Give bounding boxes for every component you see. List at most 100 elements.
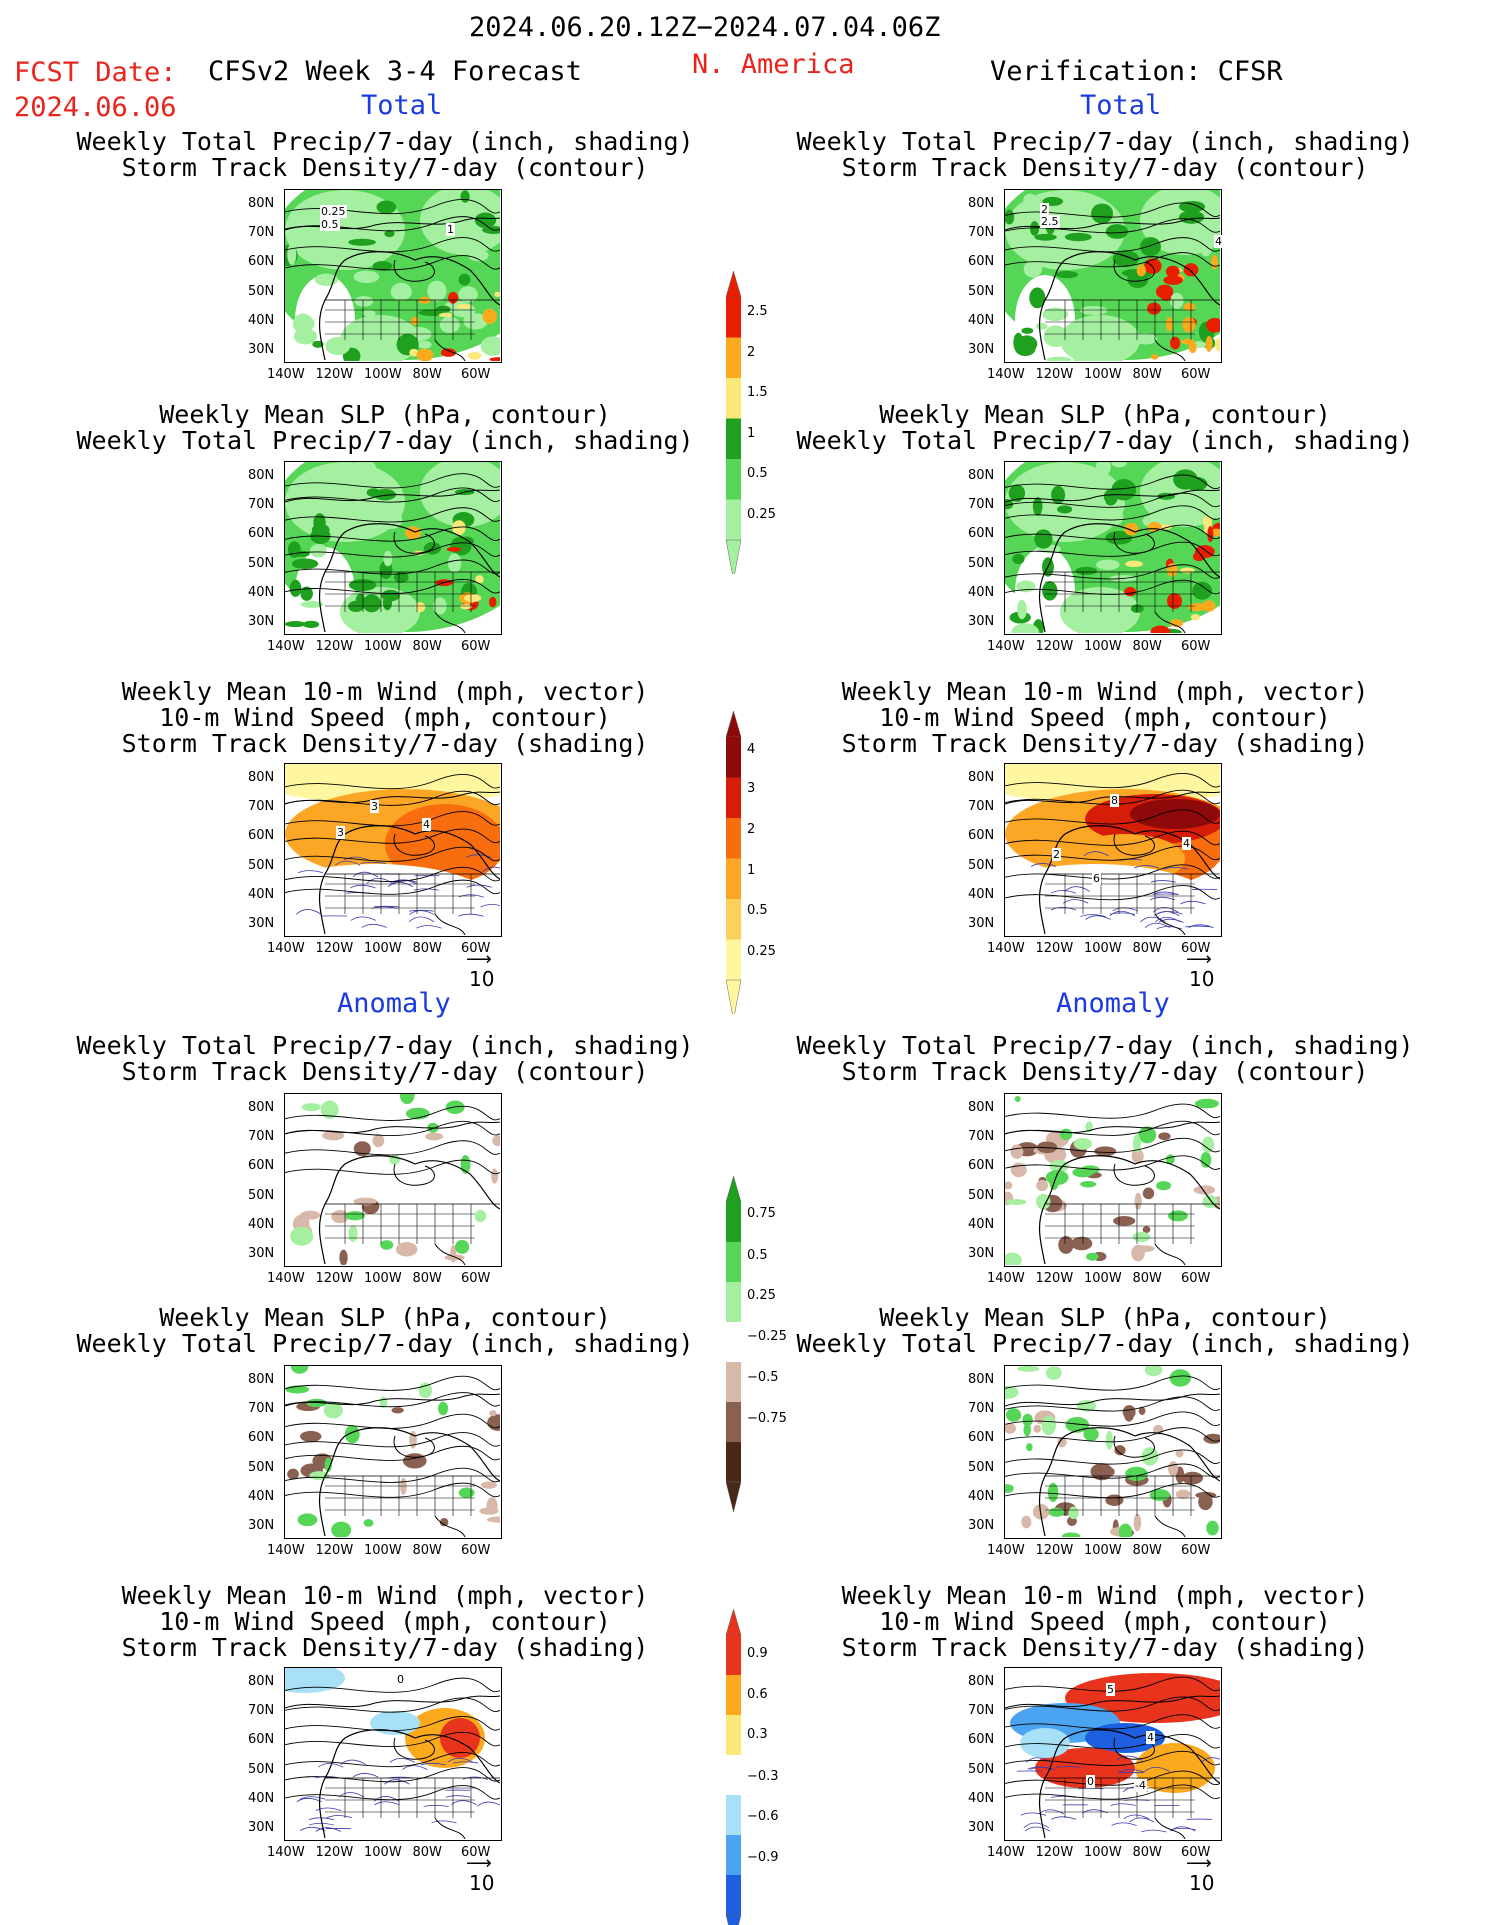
- precip-anom-colorbar-segment-3: [726, 1282, 741, 1322]
- lat-tick-l-4-5: 40N: [248, 1216, 275, 1232]
- lon-tick-r-4-1: 140W: [987, 1271, 1025, 1286]
- lat-tick-r-5-5: 40N: [968, 1488, 995, 1504]
- lat-tick-r-6-6: 30N: [968, 1820, 995, 1835]
- map-panel-right-3: [1004, 763, 1222, 937]
- precip-total-colorbar-label-3: 1.5: [747, 385, 768, 400]
- lat-tick-r-6-3: 60N: [968, 1732, 995, 1748]
- storm-anom-colorbar-label-6: −0.9: [747, 1850, 779, 1865]
- lon-tick-l-6-2: 120W: [315, 1845, 354, 1860]
- panel-title-left-6-line-1: Weekly Mean 10-m Wind (mph, vector): [121, 1581, 649, 1610]
- fcst-date-label: FCST Date:: [14, 57, 177, 88]
- panel-title-right-3-line-2: 10-m Wind Speed (mph, contour): [879, 703, 1331, 732]
- panel-title-right-4-line-1: Weekly Total Precip/7-day (inch, shading…: [796, 1031, 1414, 1060]
- lon-tick-r-3-4: 80W: [1132, 941, 1162, 956]
- lat-tick-l-2-4: 50N: [248, 555, 275, 571]
- panel-title-right-1-line-2: Storm Track Density/7-day (contour): [841, 153, 1369, 182]
- lat-tick-r-2-2: 70N: [968, 497, 995, 513]
- lat-tick-l-6-6: 30N: [248, 1820, 275, 1835]
- contour-label-lt_3-2: 3: [336, 826, 345, 839]
- map-canvas: [1005, 1095, 1220, 1265]
- lon-tick-r-3-2: 120W: [1035, 941, 1074, 956]
- map-canvas: [1005, 462, 1220, 633]
- lat-tick-l-1-5: 40N: [248, 312, 275, 328]
- storm-anom-colorbar-label-5: −0.6: [747, 1809, 779, 1824]
- panel-title-left-1-line-1: Weekly Total Precip/7-day (inch, shading…: [76, 127, 694, 156]
- lon-tick-r-1-5: 60W: [1181, 367, 1211, 382]
- lat-tick-l-2-3: 60N: [248, 526, 275, 542]
- lon-tick-r-6-2: 120W: [1035, 1845, 1074, 1860]
- precip-total-colorbar-label-6: 0.25: [747, 507, 776, 522]
- lat-tick-r-3-5: 40N: [968, 886, 995, 902]
- lon-tick-r-6-5: 60W: [1181, 1845, 1211, 1860]
- lat-tick-r-6-1: 80N: [968, 1674, 995, 1689]
- storm-anom-colorbar-label-2: 0.6: [747, 1687, 768, 1702]
- contour-label-lt_1-2: 0.5: [320, 218, 340, 231]
- lat-tick-l-6-3: 60N: [248, 1732, 275, 1748]
- lat-tick-l-6-2: 70N: [248, 1703, 275, 1719]
- lon-tick-r-2-4: 80W: [1132, 639, 1162, 654]
- lat-tick-r-1-4: 50N: [968, 283, 995, 299]
- lon-tick-l-2-1: 140W: [267, 639, 305, 654]
- storm-total-colorbar-segment-3: [726, 818, 741, 859]
- map-panel-left-3: [284, 763, 502, 937]
- region-title: N. America: [692, 49, 855, 80]
- lat-tick-r-5-4: 50N: [968, 1459, 995, 1475]
- lon-tick-l-4-5: 60W: [461, 1271, 491, 1286]
- map-panel-right-5: [1004, 1365, 1222, 1539]
- storm-anom-colorbar-label-1: 0.9: [747, 1646, 768, 1661]
- lon-tick-l-3-2: 120W: [315, 941, 354, 956]
- precip-anom-colorbar-label-3: 0.25: [747, 1288, 776, 1303]
- lat-tick-r-4-5: 40N: [968, 1216, 995, 1232]
- storm-total-colorbar-segment-2: [726, 777, 741, 818]
- precip-anom-colorbar-label-6: −0.75: [747, 1411, 787, 1426]
- lon-tick-r-4-4: 80W: [1132, 1271, 1162, 1286]
- vector-ref-label-left-6: 10: [469, 1871, 495, 1895]
- lat-tick-l-6-1: 80N: [248, 1674, 275, 1689]
- lon-tick-l-5-4: 80W: [412, 1543, 442, 1558]
- panel-title-left-3-line-3: Storm Track Density/7-day (shading): [121, 729, 649, 758]
- panel-title-right-3-line-3: Storm Track Density/7-day (shading): [841, 729, 1369, 758]
- lon-tick-l-1-2: 120W: [315, 367, 354, 382]
- panel-title-left-2-line-1: Weekly Mean SLP (hPa, contour): [159, 400, 611, 429]
- storm-anom-colorbar-segment-4: [726, 1755, 741, 1795]
- contour-label-rt_6-4: -4: [1134, 1779, 1147, 1792]
- contour-label-rt_1-2: 2.5: [1040, 215, 1060, 228]
- lat-tick-l-4-1: 80N: [248, 1100, 275, 1115]
- storm-anom-colorbar-segment-6: [726, 1835, 741, 1875]
- precip-anom-colorbar-segment-5: [726, 1362, 741, 1402]
- contour-label-lt_1-1: 0.25: [320, 205, 347, 218]
- storm-total-colorbar-label-6: 0.25: [747, 944, 776, 959]
- lat-tick-r-4-2: 70N: [968, 1129, 995, 1145]
- panel-title-right-3-line-1: Weekly Mean 10-m Wind (mph, vector): [841, 677, 1369, 706]
- precip-anom-colorbar-segment-4: [726, 1322, 741, 1362]
- lon-tick-r-5-2: 120W: [1035, 1543, 1074, 1558]
- total-right-label: Total: [1080, 90, 1162, 121]
- map-panel-left-5: [284, 1365, 502, 1539]
- precip-total-colorbar-segment-2: [726, 337, 741, 378]
- lat-tick-r-2-5: 40N: [968, 584, 995, 600]
- lon-tick-r-1-1: 140W: [987, 367, 1025, 382]
- lat-tick-r-1-1: 80N: [968, 196, 995, 211]
- storm-total-colorbar-segment-4: [726, 858, 741, 899]
- lon-tick-l-1-5: 60W: [461, 367, 491, 382]
- map-canvas: [1005, 190, 1220, 361]
- panel-title-left-1-line-2: Storm Track Density/7-day (contour): [121, 153, 649, 182]
- storm-total-colorbar-label-5: 0.5: [747, 903, 768, 918]
- map-canvas: [285, 1094, 500, 1265]
- storm-total-colorbar-segment-1: [726, 737, 741, 778]
- precip-anom-colorbar-label-4: −0.25: [747, 1329, 787, 1344]
- vector-ref-arrow-left-3: ⟶: [466, 949, 492, 970]
- lat-tick-r-6-5: 40N: [968, 1790, 995, 1806]
- vector-ref-label-right-6: 10: [1189, 1871, 1215, 1895]
- lon-tick-l-5-1: 140W: [267, 1543, 305, 1558]
- precip-anom-colorbar-segment-6: [726, 1402, 741, 1442]
- lat-tick-r-2-6: 30N: [968, 614, 995, 629]
- lat-tick-l-6-5: 40N: [248, 1790, 275, 1806]
- storm-total-colorbar-label-2: 3: [747, 781, 756, 796]
- panel-title-right-2-line-1: Weekly Mean SLP (hPa, contour): [879, 400, 1331, 429]
- precip-total-colorbar-label-2: 2: [747, 345, 756, 360]
- contour-label-rt_6-1: 5: [1106, 1683, 1115, 1696]
- contour-label-lt_6-1: 0: [396, 1673, 405, 1686]
- storm-anom-colorbar-segment-2: [726, 1675, 741, 1715]
- lat-tick-r-1-6: 30N: [968, 342, 995, 357]
